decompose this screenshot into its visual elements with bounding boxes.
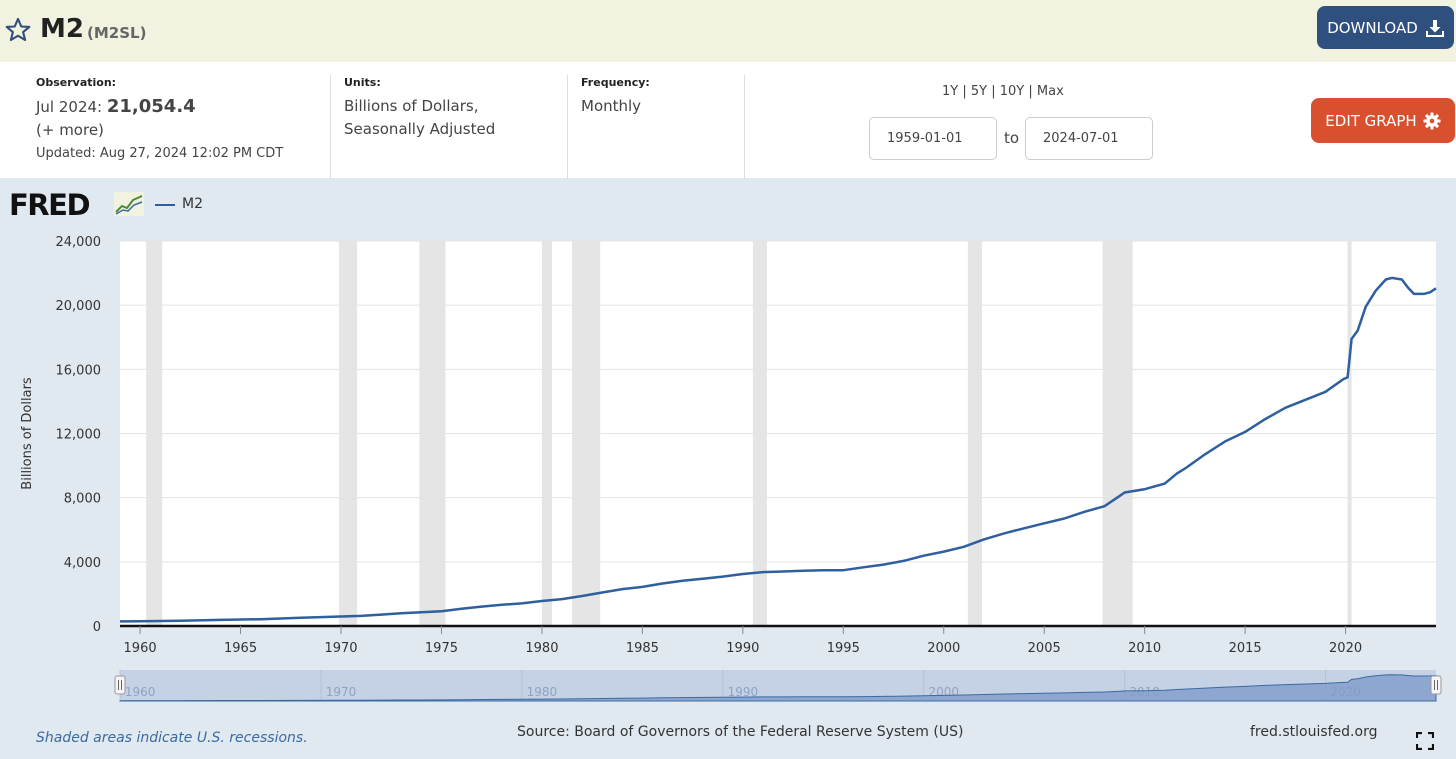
frequency-block: Frequency: Monthly xyxy=(581,76,650,118)
series-id: (M2SL) xyxy=(87,24,147,42)
navigator-tick-label: 1960 xyxy=(125,685,156,699)
observation-row: Jul 2024: 21,054.4 xyxy=(36,95,283,119)
navigator-area xyxy=(119,674,1437,702)
x-tick-label: 2020 xyxy=(1329,641,1362,656)
download-button[interactable]: DOWNLOAD xyxy=(1317,6,1454,49)
series-title: M2 xyxy=(40,14,84,44)
range-10y[interactable]: 10Y xyxy=(999,84,1025,99)
x-tick-label: 1960 xyxy=(124,641,157,656)
observation-date: Jul 2024: xyxy=(36,98,103,116)
x-tick-label: 1995 xyxy=(827,641,860,656)
units-line1: Billions of Dollars, xyxy=(344,97,479,115)
navigator-handle-left[interactable] xyxy=(114,675,126,695)
units-block: Units: Billions of Dollars, Seasonally A… xyxy=(344,76,495,141)
x-tick-label: 2005 xyxy=(1028,641,1061,656)
divider xyxy=(567,75,568,179)
units-line2: Seasonally Adjusted xyxy=(344,120,496,138)
updated-label: Updated: xyxy=(36,146,96,161)
navigator-tick-label: 1980 xyxy=(527,685,558,699)
x-tick-label: 1970 xyxy=(324,641,357,656)
observation-label: Observation: xyxy=(36,76,117,89)
end-date-input[interactable]: 2024-07-01 xyxy=(1025,117,1153,160)
y-tick-label: 16,000 xyxy=(56,363,102,378)
info-bar: Observation: Jul 2024: 21,054.4 (+ more)… xyxy=(0,62,1456,179)
download-icon xyxy=(1425,19,1444,37)
legend-line-m2 xyxy=(155,204,175,206)
frequency-value: Monthly xyxy=(581,97,642,115)
x-tick-label: 2000 xyxy=(927,641,960,656)
range-5y[interactable]: 5Y xyxy=(970,84,988,99)
updated-value: Aug 27, 2024 12:02 PM CDT xyxy=(99,146,284,161)
range-max[interactable]: Max xyxy=(1036,84,1064,99)
legend-label-m2: M2 xyxy=(182,196,203,212)
y-tick-label: 8,000 xyxy=(64,492,101,507)
site-url[interactable]: fred.stlouisfed.org xyxy=(1250,724,1378,740)
y-axis-label: Billions of Dollars xyxy=(20,377,35,490)
more-link[interactable]: (+ more) xyxy=(36,121,104,139)
fullscreen-icon[interactable] xyxy=(1416,732,1434,750)
source-text: Source: Board of Governors of the Federa… xyxy=(517,724,964,740)
navigator-tick-label: 1970 xyxy=(326,685,357,699)
y-tick-label: 24,000 xyxy=(56,235,102,250)
to-label: to xyxy=(1004,129,1020,147)
y-tick-label: 4,000 xyxy=(64,556,101,571)
x-tick-label: 2015 xyxy=(1229,641,1262,656)
divider xyxy=(330,75,331,179)
y-tick-label: 12,000 xyxy=(56,428,102,443)
y-tick-label: 0 xyxy=(93,620,101,635)
observation-block: Observation: Jul 2024: 21,054.4 (+ more)… xyxy=(36,76,283,161)
x-tick-label: 1975 xyxy=(425,641,458,656)
y-tick-label: 20,000 xyxy=(56,299,102,314)
download-label: DOWNLOAD xyxy=(1327,18,1418,37)
edit-graph-button[interactable]: EDIT GRAPH xyxy=(1311,98,1455,143)
frequency-label: Frequency: xyxy=(581,76,650,89)
star-icon[interactable] xyxy=(4,16,32,44)
navigator-handle-right[interactable] xyxy=(1430,675,1442,695)
gear-icon xyxy=(1423,111,1441,130)
chart-svg[interactable]: 0 4,000 8,000 12,000 16,000 20,000 24,000 1960 1… xyxy=(0,220,1456,720)
fred-logo: FRED xyxy=(9,188,91,222)
x-tick-label: 1985 xyxy=(626,641,659,656)
header-bar: M2 (M2SL) DOWNLOAD xyxy=(0,0,1456,62)
navigator-tick-label: 1990 xyxy=(728,685,759,699)
divider xyxy=(744,75,745,179)
series-line-m2 xyxy=(119,276,1437,623)
recession-note: Shaded areas indicate U.S. recessions. xyxy=(36,730,308,746)
x-tick-label: 1980 xyxy=(525,641,558,656)
edit-graph-label: EDIT GRAPH xyxy=(1325,111,1417,130)
observation-value: 21,054.4 xyxy=(106,96,196,117)
updated-row: Updated: Aug 27, 2024 12:02 PM CDT xyxy=(36,146,283,161)
range-1y[interactable]: 1Y xyxy=(942,84,959,99)
start-date-input[interactable]: 1959-01-01 xyxy=(869,117,997,160)
units-label: Units: xyxy=(344,76,381,89)
x-tick-label: 2010 xyxy=(1128,641,1161,656)
fred-chart-icon xyxy=(114,192,144,216)
x-tick-label: 1965 xyxy=(224,641,257,656)
range-links: 1Y | 5Y | 10Y | Max xyxy=(942,84,1064,99)
x-tick-label: 1990 xyxy=(726,641,759,656)
